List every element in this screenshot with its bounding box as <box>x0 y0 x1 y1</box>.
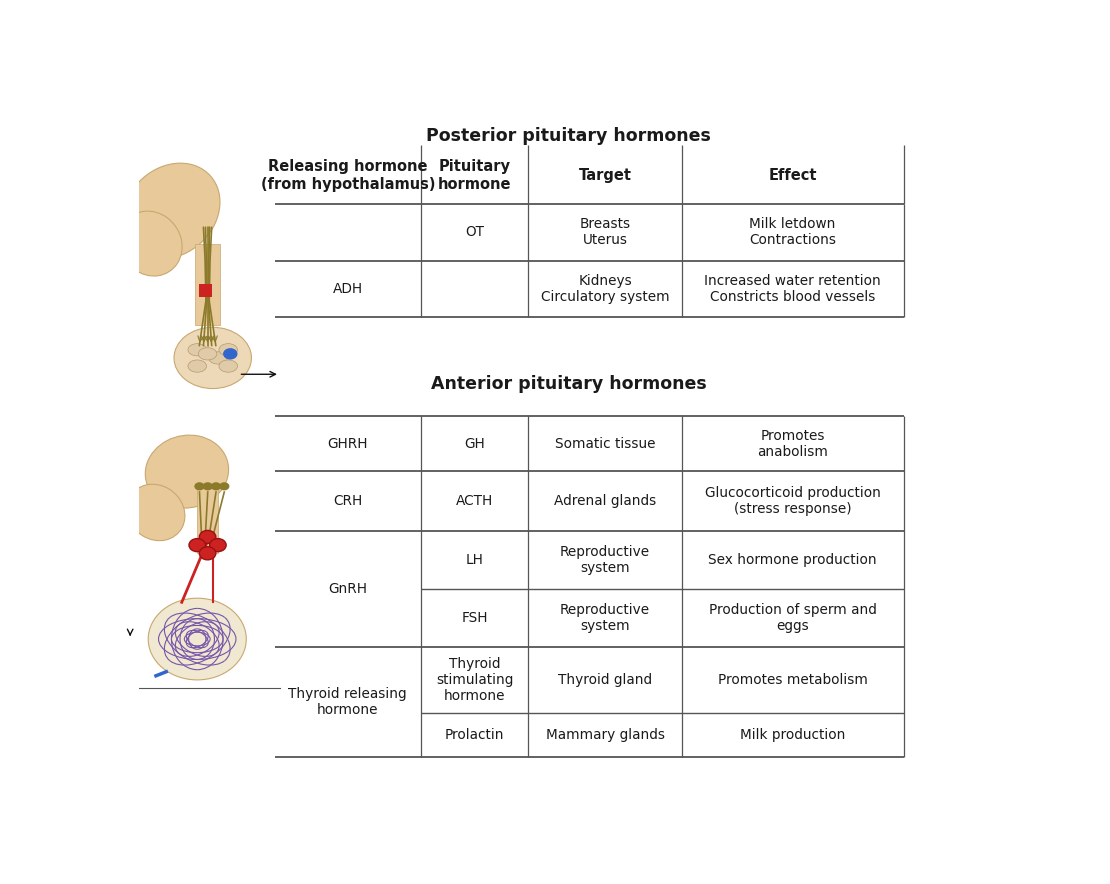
Circle shape <box>189 538 205 552</box>
Circle shape <box>223 348 238 360</box>
Ellipse shape <box>219 360 238 372</box>
Circle shape <box>219 483 230 491</box>
Text: Increased water retention
Constricts blood vessels: Increased water retention Constricts blo… <box>704 274 881 304</box>
Text: Effect: Effect <box>768 168 817 183</box>
Text: Adrenal glands: Adrenal glands <box>554 494 656 508</box>
Text: ACTH: ACTH <box>456 494 493 508</box>
FancyBboxPatch shape <box>198 488 218 553</box>
Text: OT: OT <box>465 225 484 240</box>
Circle shape <box>194 483 204 491</box>
Ellipse shape <box>219 344 238 356</box>
Text: Mammary glands: Mammary glands <box>545 728 665 743</box>
Text: Milk letdown
Contractions: Milk letdown Contractions <box>749 217 836 248</box>
Ellipse shape <box>149 598 246 680</box>
Text: GHRH: GHRH <box>327 437 369 451</box>
Text: Sex hormone production: Sex hormone production <box>708 553 877 568</box>
Ellipse shape <box>188 360 206 372</box>
Text: Pituitary
hormone: Pituitary hormone <box>438 159 512 192</box>
Ellipse shape <box>127 484 185 541</box>
Ellipse shape <box>120 211 182 276</box>
Text: Thyroid
stimulating
hormone: Thyroid stimulating hormone <box>436 657 513 703</box>
Text: Glucocorticoid production
(stress response): Glucocorticoid production (stress respon… <box>705 486 880 516</box>
FancyBboxPatch shape <box>195 244 220 325</box>
Text: Reproductive
system: Reproductive system <box>559 545 650 575</box>
Text: ADH: ADH <box>333 282 363 296</box>
Text: Somatic tissue: Somatic tissue <box>555 437 655 451</box>
Ellipse shape <box>199 347 216 360</box>
Text: Promotes metabolism: Promotes metabolism <box>717 673 868 687</box>
Text: GnRH: GnRH <box>329 582 367 596</box>
Ellipse shape <box>145 435 229 508</box>
Text: Target: Target <box>578 168 632 183</box>
Text: Thyroid gland: Thyroid gland <box>558 673 652 687</box>
Ellipse shape <box>188 344 206 356</box>
Text: Reproductive
system: Reproductive system <box>559 603 650 633</box>
Ellipse shape <box>123 164 220 259</box>
Text: Breasts
Uterus: Breasts Uterus <box>579 217 630 248</box>
Bar <box>200 285 212 297</box>
Text: Thyroid releasing
hormone: Thyroid releasing hormone <box>289 687 407 717</box>
Text: Promotes
anabolism: Promotes anabolism <box>757 429 828 459</box>
Text: Prolactin: Prolactin <box>445 728 504 743</box>
Circle shape <box>210 538 226 552</box>
Text: LH: LH <box>466 553 484 568</box>
Text: CRH: CRH <box>333 494 363 508</box>
Ellipse shape <box>209 352 228 364</box>
Circle shape <box>211 483 221 491</box>
Text: Kidneys
Circulatory system: Kidneys Circulatory system <box>541 274 669 304</box>
Circle shape <box>200 546 215 560</box>
Ellipse shape <box>174 327 252 389</box>
Text: FSH: FSH <box>462 611 488 625</box>
Text: GH: GH <box>464 437 485 451</box>
Text: Milk production: Milk production <box>740 728 845 743</box>
Text: Anterior pituitary hormones: Anterior pituitary hormones <box>431 375 707 392</box>
Text: Production of sperm and
eggs: Production of sperm and eggs <box>708 603 877 633</box>
Circle shape <box>203 483 213 491</box>
Text: Posterior pituitary hormones: Posterior pituitary hormones <box>426 127 712 145</box>
Text: Releasing hormone
(from hypothalamus): Releasing hormone (from hypothalamus) <box>261 159 435 192</box>
Circle shape <box>200 530 215 544</box>
